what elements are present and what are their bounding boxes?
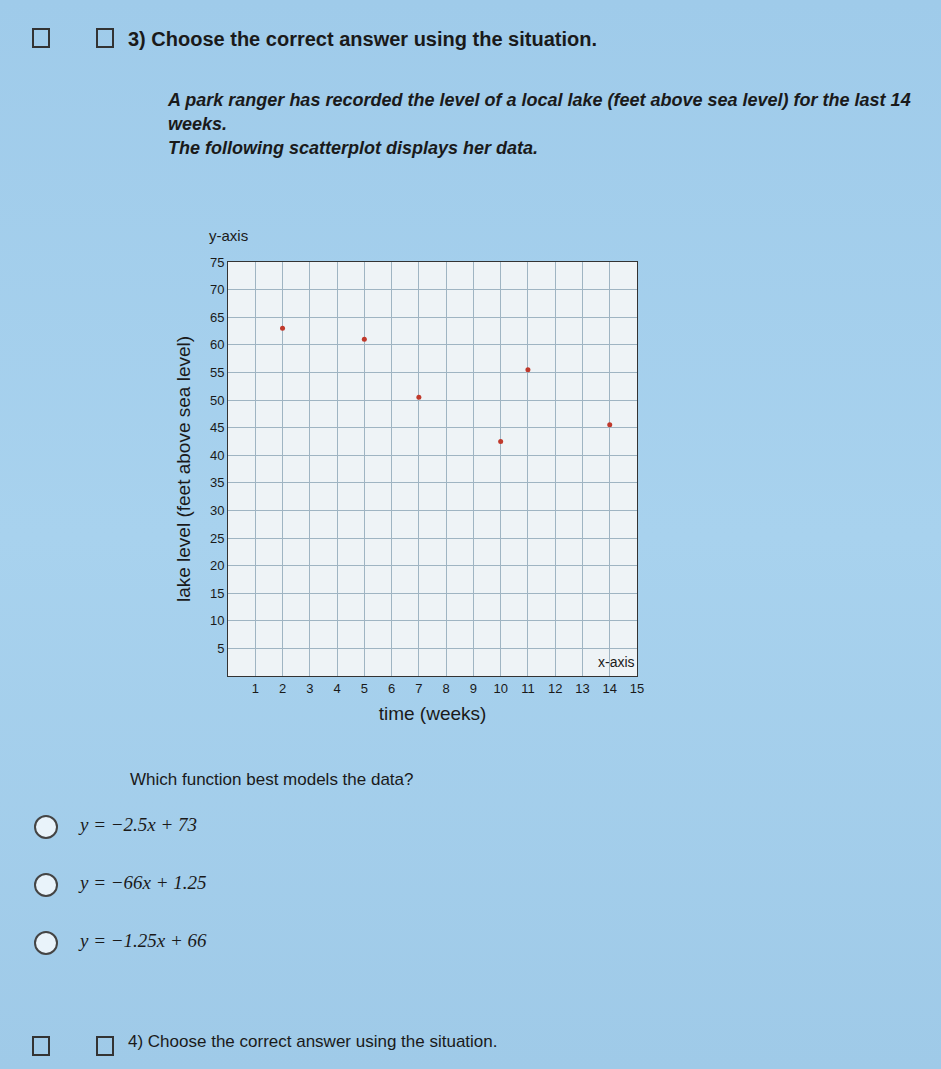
svg-text:1: 1: [252, 681, 259, 696]
html-text:y = −1.25x + 66: y = −1.25x + 66: [80, 930, 207, 951]
svg-text:13: 13: [575, 681, 589, 696]
html-text:A park ranger has recorded the: A park ranger has recorded the level of …: [168, 90, 911, 134]
svg-text:5: 5: [361, 681, 368, 696]
svg-text:30: 30: [210, 503, 224, 518]
svg-text:75: 75: [210, 255, 224, 270]
svg-text:35: 35: [210, 475, 224, 490]
html-text:Which function best models the: Which function best models the data?: [130, 770, 414, 789]
svg-text:20: 20: [210, 558, 224, 573]
svg-text:11: 11: [521, 681, 535, 696]
svg-text:14: 14: [602, 681, 616, 696]
svg-text:25: 25: [210, 531, 224, 546]
svg-text:55: 55: [210, 365, 224, 380]
svg-text:10: 10: [210, 613, 224, 628]
svg-text:15: 15: [210, 586, 224, 601]
svg-text:70: 70: [210, 282, 224, 297]
svg-text:5: 5: [217, 641, 224, 656]
html-text:The following scatterplot disp: The following scatterplot displays her d…: [168, 138, 539, 158]
svg-text:4: 4: [333, 681, 340, 696]
html-text:y = −66x + 1.25: y = −66x + 1.25: [80, 872, 207, 893]
svg-text:12: 12: [548, 681, 562, 696]
svg-text:y-axis: y-axis: [209, 227, 248, 244]
html-text:4) Choose the correct answer u: 4) Choose the correct answer using the s…: [128, 1032, 498, 1051]
svg-text:65: 65: [210, 310, 224, 325]
svg-text:8: 8: [443, 681, 450, 696]
svg-text:6: 6: [388, 681, 395, 696]
svg-text:x-axis: x-axis: [598, 654, 635, 670]
svg-text:lake level (feet above sea lev: lake level (feet above sea level): [173, 336, 194, 602]
svg-text:2: 2: [279, 681, 286, 696]
svg-text:15: 15: [630, 681, 644, 696]
html-text:y = −2.5x + 73: y = −2.5x + 73: [80, 814, 198, 835]
svg-text:60: 60: [210, 337, 224, 352]
svg-text:time (weeks): time (weeks): [379, 703, 487, 724]
svg-text:10: 10: [493, 681, 507, 696]
svg-text:3: 3: [306, 681, 313, 696]
svg-text:45: 45: [210, 420, 224, 435]
svg-text:40: 40: [210, 448, 224, 463]
html-text:3) Choose the correct answer u: 3) Choose the correct answer using the s…: [128, 28, 597, 50]
svg-text:50: 50: [210, 393, 224, 408]
svg-text:7: 7: [415, 681, 422, 696]
svg-text:9: 9: [470, 681, 477, 696]
